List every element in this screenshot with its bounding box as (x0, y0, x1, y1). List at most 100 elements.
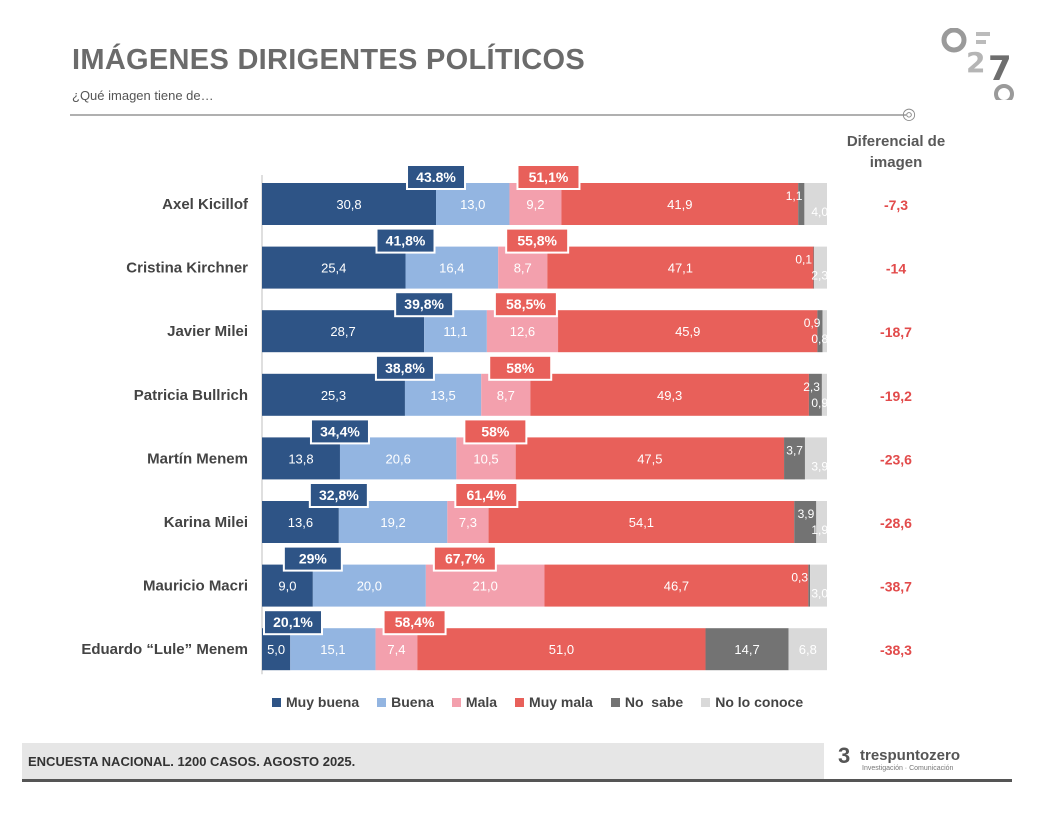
negative-total-badge (454, 482, 519, 508)
category-label: Cristina Kirchner (126, 260, 248, 277)
legend-item-no_lo_conoce: No lo conoce (701, 694, 803, 710)
segment-value-label: 7,4 (387, 642, 405, 657)
positive-total-badge (374, 354, 435, 381)
diferencial-header: Diferencial de imagen (832, 131, 960, 173)
segment-value-label: 9,0 (278, 579, 296, 594)
segment-value-label: 20,0 (357, 579, 382, 594)
negative-total-badge (505, 227, 570, 254)
bar-segment-no_sabe (705, 628, 789, 671)
negative-total-badge (463, 418, 528, 445)
negative-total-label: 58,4% (395, 614, 435, 630)
segment-value-label: 20,6 (386, 451, 411, 466)
svg-text:2: 2 (966, 46, 985, 79)
negative-total-badge (516, 164, 581, 190)
negative-total-label: 61,4% (466, 487, 506, 503)
legend-item-muy_buena: Muy buena (272, 694, 359, 710)
brand-number-decoration-icon: 2 7 (941, 28, 1014, 100)
positive-total-badge (406, 164, 467, 190)
segment-value-label: 25,3 (321, 388, 346, 403)
bar-segment-no_sabe (808, 564, 811, 607)
segment-value-label: 12,6 (510, 324, 535, 339)
diferencial-value: -38,3 (880, 642, 912, 658)
segment-value-label: 21,0 (473, 579, 498, 594)
bar-segment-muy_mala (530, 373, 809, 416)
bar-segment-muy_mala (561, 183, 799, 225)
segment-value-label: 30,8 (336, 197, 361, 212)
segment-value-label: 0,9 (804, 316, 821, 330)
segment-value-label: 25,4 (321, 261, 346, 276)
positive-total-label: 32,8% (319, 487, 359, 503)
segment-value-label: 6,8 (799, 642, 817, 657)
negative-total-badge (382, 609, 447, 636)
diferencial-header-line2: imagen (869, 154, 923, 171)
segment-value-label: 1,9 (811, 523, 828, 537)
segment-value-label: 16,4 (439, 261, 464, 276)
negative-total-label: 55,8% (517, 233, 557, 249)
positive-total-label: 43.8% (416, 169, 456, 185)
segment-value-label: 3,7 (786, 443, 803, 457)
positive-total-label: 29% (299, 551, 328, 567)
legend-label: Muy buena (286, 694, 360, 710)
segment-value-label: 14,7 (734, 642, 759, 657)
segment-value-label: 8,7 (514, 261, 532, 276)
brand-name: trespuntozero (860, 747, 961, 764)
bar-segment-no_lo_conoce (810, 564, 827, 607)
positive-total-badge (282, 545, 343, 572)
bar-segment-no_sabe (794, 501, 817, 543)
category-label: Karina Milei (164, 514, 248, 531)
legend-item-mala: Mala (451, 694, 498, 710)
positive-total-badge (308, 482, 369, 508)
bar-segment-no_lo_conoce (821, 373, 827, 416)
positive-total-label: 38,8% (385, 360, 425, 376)
segment-value-label: 49,3 (657, 388, 682, 403)
negative-total-label: 67,7% (445, 551, 485, 567)
positive-total-label: 41,8% (386, 233, 426, 249)
negative-total-badge (432, 545, 497, 572)
divider-swirl-icon: ◎ (902, 106, 916, 123)
legend-label: Buena (391, 694, 434, 710)
segment-value-label: 10,5 (473, 451, 498, 466)
legend-label: Mala (465, 694, 498, 710)
bar-segment-muy_mala (488, 501, 795, 543)
diferencial-value: -14 (886, 261, 906, 277)
segment-value-label: 45,9 (675, 324, 700, 339)
legend-swatch (610, 697, 620, 707)
legend-swatch (377, 697, 387, 707)
diferencial-value: -23,6 (880, 451, 912, 467)
segment-value-label: 28,7 (330, 324, 355, 339)
segment-value-label: 51,0 (549, 642, 574, 657)
segment-value-label: 47,1 (668, 261, 693, 276)
positive-total-label: 20,1% (273, 614, 313, 630)
segment-value-label: 0,1 (795, 253, 812, 267)
bar-segment-no_sabe (817, 310, 823, 353)
svg-text:7: 7 (988, 49, 1012, 89)
bar-segment-muy_mala (515, 437, 785, 480)
segment-value-label: 4,0 (811, 205, 828, 219)
positive-total-badge (375, 227, 436, 254)
segment-value-label: 19,2 (380, 515, 405, 530)
bar-segment-no_sabe (784, 437, 805, 480)
diferencial-value: -19,2 (880, 388, 912, 404)
bar-segment-no_lo_conoce (804, 437, 827, 480)
segment-value-label: 3,9 (798, 507, 815, 521)
survey-info: ENCUESTA NACIONAL. 1200 CASOS. AGOSTO 20… (28, 754, 356, 769)
bar-segment-no_lo_conoce (788, 628, 827, 671)
positive-total-label: 39,8% (404, 296, 444, 312)
segment-value-label: 1,1 (786, 189, 803, 203)
diferencial-value: -28,6 (880, 515, 912, 531)
brand-logo-icon: 3 (838, 743, 851, 768)
segment-value-label: 11,1 (443, 324, 467, 339)
positive-total-label: 34,4% (320, 423, 360, 439)
segment-value-label: 0,9 (811, 396, 828, 410)
bar-segment-muy_mala (417, 628, 706, 671)
legend-swatch (701, 697, 711, 707)
diferencial-header-line1: Diferencial de (846, 133, 946, 150)
legend-swatch (515, 697, 525, 707)
segment-value-label: 13,6 (288, 515, 313, 530)
segment-value-label: 15,1 (320, 642, 345, 657)
page-title: IMÁGENES DIRIGENTES POLÍTICOS (72, 44, 586, 76)
stacked-bar-chart: Axel Kicillof 30,8 13,0 9,2 41,9 1,1 4,0 43.8% 5… (81, 164, 912, 675)
negative-total-badge (493, 291, 558, 318)
legend-label: No sabe (624, 694, 684, 710)
segment-value-label: 41,9 (667, 197, 692, 212)
